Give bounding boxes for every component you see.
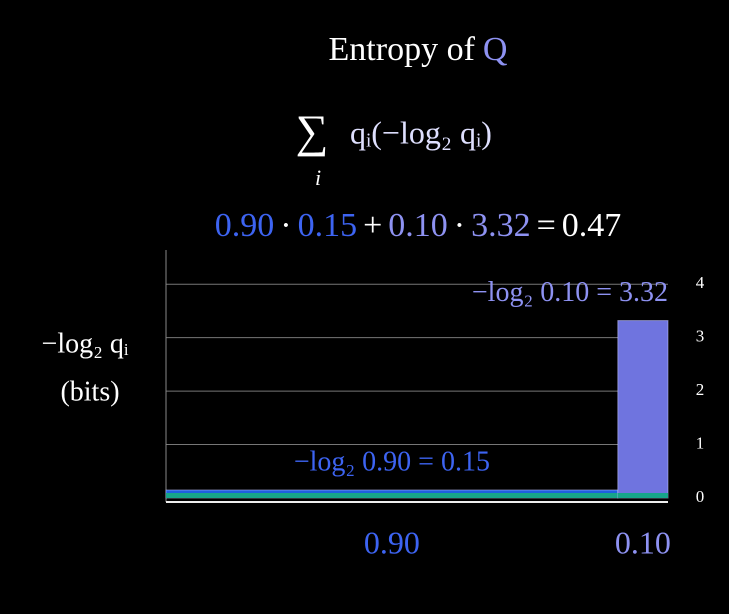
y-tick-label: 4	[696, 273, 705, 292]
value-label: −log₂ 0.90 = 0.15	[294, 446, 490, 477]
equation-term: 0.47	[562, 207, 622, 244]
formula-index: i	[315, 165, 321, 190]
y-axis-label: −log₂ qᵢ	[42, 328, 129, 359]
equation-term: ·	[280, 207, 291, 244]
x-tick-label: 0.10	[615, 524, 671, 560]
title-symbol: Q	[483, 31, 508, 68]
y-tick-label: 3	[696, 327, 705, 346]
equation-term: 0.15	[298, 207, 358, 244]
y-tick-label: 2	[696, 380, 705, 399]
bar-base	[617, 493, 668, 498]
title-text: Entropy of	[329, 31, 476, 68]
formula-body: qᵢ(−log₂ qᵢ)	[350, 114, 492, 150]
x-tick-label: 0.90	[364, 524, 420, 560]
chart-title: Entropy of Q	[329, 31, 508, 68]
equation-term: ·	[454, 207, 465, 244]
value-label: −log₂ 0.10 = 3.32	[472, 277, 668, 308]
y-tick-label: 1	[696, 433, 705, 452]
equation-term: =	[537, 207, 556, 244]
bar	[617, 320, 669, 499]
equation-term: +	[363, 207, 382, 244]
equation: 0.90 · 0.15 +0.10 · 3.32 = 0.47	[215, 207, 622, 244]
equation-term: 3.32	[471, 207, 531, 244]
equation-term: 0.10	[388, 207, 448, 244]
y-tick-label: 0	[696, 487, 705, 506]
bar-base	[166, 493, 618, 498]
y-axis-unit: (bits)	[60, 376, 119, 407]
formula-sum: ∑	[296, 106, 329, 157]
equation-term: 0.90	[215, 207, 275, 244]
